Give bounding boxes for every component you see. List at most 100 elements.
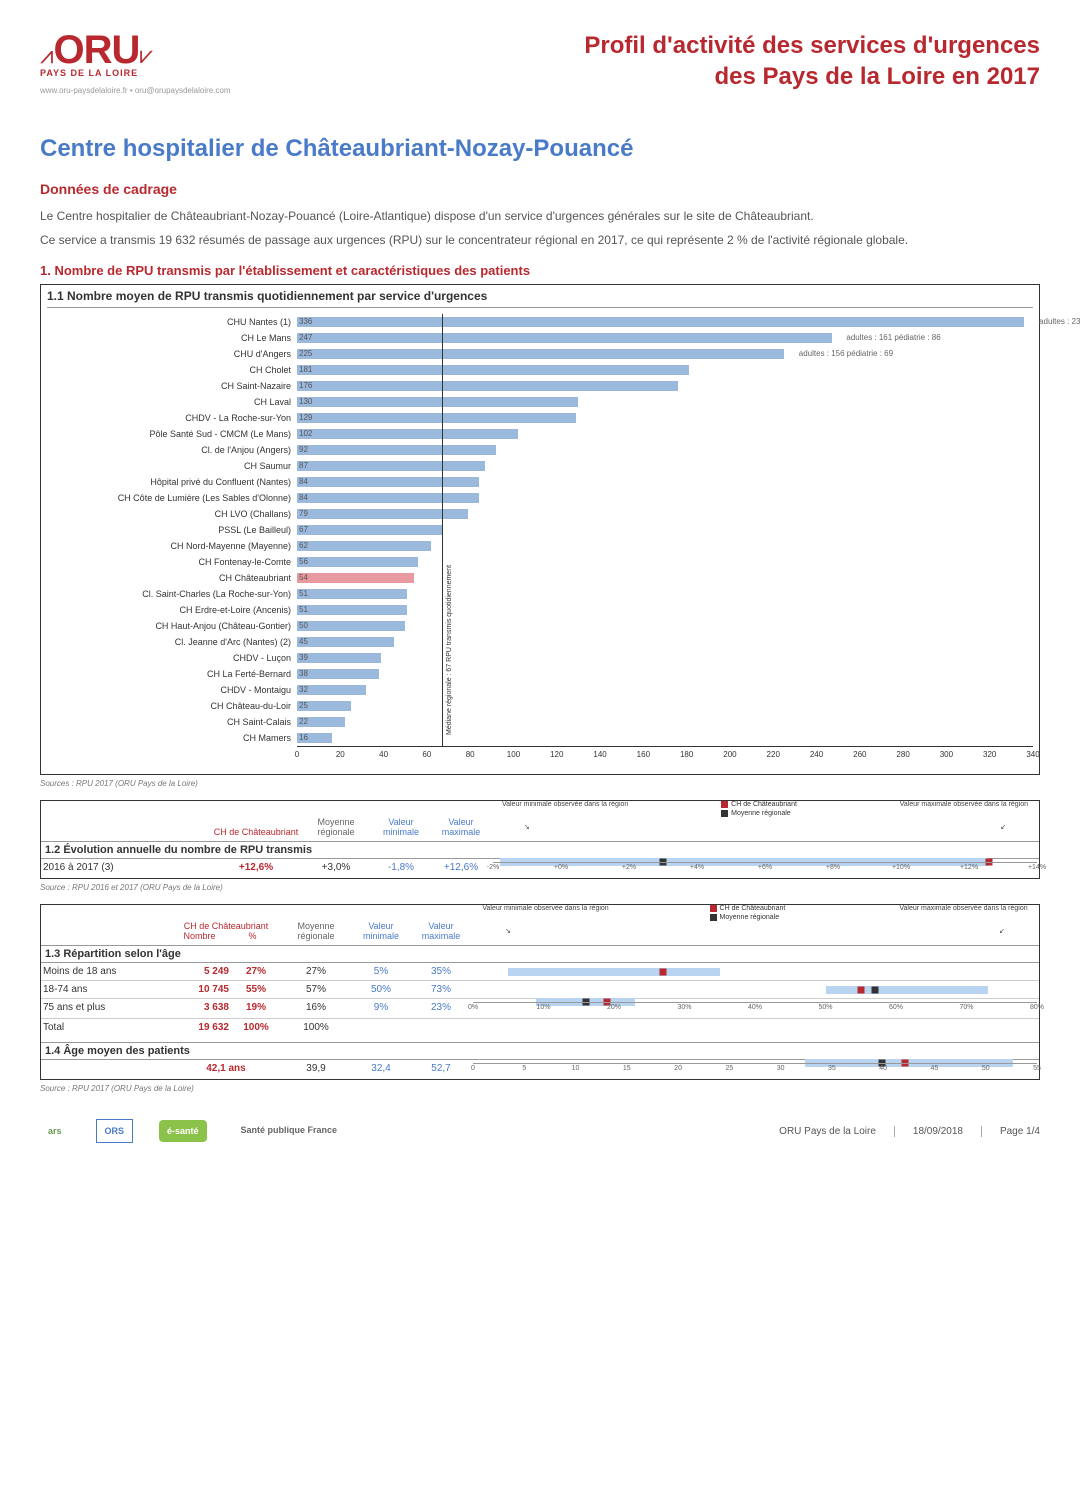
hbar-track: 22	[297, 716, 1033, 728]
hbar-label: CH Saint-Calais	[47, 717, 297, 727]
t13-n: 10 745	[171, 981, 231, 998]
hbar-track: 38	[297, 668, 1033, 680]
hbar-track: 62	[297, 540, 1033, 552]
t13-source: Source : RPU 2017 (ORU Pays de la Loire)	[40, 1084, 1040, 1093]
x-tick: 0	[295, 750, 299, 759]
hbar-bar	[297, 477, 479, 487]
hbar-track: 45	[297, 636, 1033, 648]
intro-text: Le Centre hospitalier de Châteaubriant-N…	[40, 207, 1040, 249]
hbar-label: CH Laval	[47, 397, 297, 407]
mini-tick: 80%	[1030, 1004, 1044, 1011]
hbar-track: 84	[297, 492, 1033, 504]
header-title: Profil d'activité des services d'urgence…	[584, 30, 1040, 92]
hbar-track: 56	[297, 556, 1033, 568]
t13-max	[411, 1019, 471, 1036]
mini-tick: +12%	[960, 864, 978, 871]
logo-esante: é-santé	[159, 1120, 207, 1142]
hbar-row: CH Cholet181	[47, 362, 1033, 378]
hbar-label: CH LVO (Challans)	[47, 509, 297, 519]
hbar-value: 25	[299, 700, 308, 712]
mini-tick: +6%	[758, 864, 772, 871]
t12-col-ch: CH de Châteaubriant	[211, 823, 301, 841]
hbar-row: CH Saint-Nazaire176	[47, 378, 1033, 394]
x-tick: 220	[767, 750, 780, 759]
hbar-label: CH Erdre-et-Loire (Ancenis)	[47, 605, 297, 615]
mini-tick: 60%	[889, 1004, 903, 1011]
hbar-label: CHU d'Angers	[47, 349, 297, 359]
hbar-bar	[297, 349, 784, 359]
mini-axis: 0510152025303540455055	[473, 1063, 1037, 1077]
logo-main: ⩘ORU⩗	[40, 30, 231, 70]
t12-moy: +3,0%	[301, 859, 371, 878]
mini-tick: 20	[674, 1065, 682, 1072]
mini-tick: 45	[931, 1065, 939, 1072]
x-tick: 180	[680, 750, 693, 759]
hbar-value: 129	[299, 412, 312, 424]
t13-label: Moins de 18 ans	[41, 963, 171, 980]
t13-col-moy: Moyenne régionale	[281, 917, 351, 945]
t13-minichart	[473, 984, 1037, 995]
hbar-label: Cl. Saint-Charles (La Roche-sur-Yon)	[47, 589, 297, 599]
t13-p: 19%	[231, 999, 281, 1018]
hbar-row: CH Laval130	[47, 394, 1033, 410]
t13-moy: 27%	[281, 963, 351, 980]
section1-title: 1. Nombre de RPU transmis par l'établiss…	[40, 263, 1040, 278]
t13-p: 27%	[231, 963, 281, 980]
t14-ch: 42,1 ans	[171, 1060, 281, 1079]
t13-row: 75 ans et plus3 63819%16%9%23%0%10%20%30…	[41, 999, 1039, 1019]
mini-tick: +8%	[826, 864, 840, 871]
hbar-value: 79	[299, 508, 308, 520]
t14-moy: 39,9	[281, 1060, 351, 1079]
hbar-value: 32	[299, 684, 308, 696]
hbar-track: 79	[297, 508, 1033, 520]
hbar-label: CH La Ferté-Bernard	[47, 669, 297, 679]
t13-n: 19 632	[171, 1019, 231, 1036]
x-tick: 120	[550, 750, 563, 759]
hbar-row: CH Le Mans247adultes : 161 pédiatrie : 8…	[47, 330, 1033, 346]
range-bar	[508, 968, 720, 976]
hbar-label: CH Saumur	[47, 461, 297, 471]
mini-tick: +2%	[622, 864, 636, 871]
hbar-row: CH La Ferté-Bernard38	[47, 666, 1033, 682]
hbar-label: Hôpital privé du Confluent (Nantes)	[47, 477, 297, 487]
hbar-row: CH Côte de Lumière (Les Sables d'Olonne)…	[47, 490, 1033, 506]
footer-org: ORU Pays de la Loire	[779, 1126, 876, 1137]
mini-tick: 0%	[468, 1004, 478, 1011]
hbar-bar	[297, 317, 1024, 327]
hbar-value: 130	[299, 396, 312, 408]
hbar-label: CH Mamers	[47, 733, 297, 743]
t13-col-ch: CH de Châteaubriant	[173, 921, 279, 931]
t13-minichart	[473, 966, 1037, 977]
hbar-bar	[297, 365, 689, 375]
footer-info: ORU Pays de la Loire 18/09/2018 Page 1/4	[779, 1126, 1040, 1137]
hbar-row: CHU d'Angers225adultes : 156 pédiatrie :…	[47, 346, 1033, 362]
mini-tick: -2%	[487, 864, 499, 871]
hbar-row: CH Château-du-Loir25	[47, 698, 1033, 714]
mini-tick: 5	[522, 1065, 526, 1072]
intro-p2: Ce service a transmis 19 632 résumés de …	[40, 231, 1040, 249]
hbar-row: CH Mamers16	[47, 730, 1033, 746]
hbar-bar	[297, 429, 518, 439]
chart-11-title: 1.1 Nombre moyen de RPU transmis quotidi…	[47, 287, 1033, 308]
t12-col-min: Valeur minimale	[371, 813, 431, 841]
mini-axis: 0%10%20%30%40%50%60%70%80%	[473, 1002, 1037, 1016]
hbar-track: 51	[297, 588, 1033, 600]
logo-contact: www.oru-paysdelaloire.fr • oru@orupaysde…	[40, 86, 231, 95]
hbar-annotation: adultes : 161 pédiatrie : 86	[846, 332, 940, 344]
hbar-row: Hôpital privé du Confluent (Nantes)84	[47, 474, 1033, 490]
logo-subtitle: PAYS DE LA LOIRE	[40, 68, 231, 78]
hbar-row: PSSL (Le Bailleul)67	[47, 522, 1033, 538]
mini-tick: 30	[777, 1065, 785, 1072]
t12-section: 1.2 Évolution annuelle du nombre de RPU …	[41, 841, 1039, 859]
t13-row: Moins de 18 ans5 24927%27%5%35%	[41, 963, 1039, 981]
mini-tick: 50	[982, 1065, 990, 1072]
t14-section: 1.4 Âge moyen des patients	[41, 1042, 1039, 1060]
t13-note-max: Valeur maximale observée dans la région	[899, 905, 1027, 912]
hbar-track: 51	[297, 604, 1033, 616]
hbar-bar	[297, 589, 407, 599]
mini-tick: 20%	[607, 1004, 621, 1011]
hbar-track: 87	[297, 460, 1033, 472]
hbar-row: CH LVO (Challans)79	[47, 506, 1033, 522]
t13-legend: CH de Châteaubriant Moyenne régionale	[710, 905, 802, 923]
hbar-row: CH Haut-Anjou (Château-Gontier)50	[47, 618, 1033, 634]
